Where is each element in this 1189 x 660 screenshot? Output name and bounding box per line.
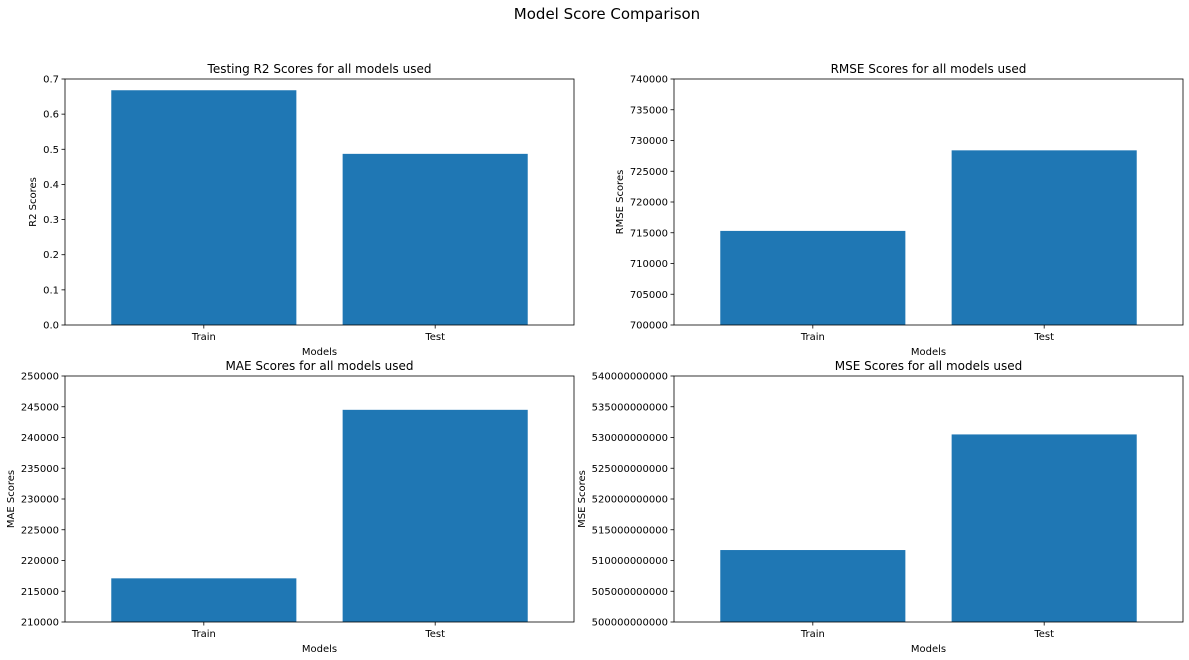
x-axis-title: Models xyxy=(302,644,337,655)
bar-test xyxy=(951,434,1137,622)
bar-train xyxy=(720,550,906,622)
y-tick-label: 215000 xyxy=(21,587,59,598)
x-tick-label: Test xyxy=(1033,332,1054,343)
y-tick-label: 510000000000 xyxy=(592,556,668,567)
y-tick-label: 240000 xyxy=(21,433,59,444)
y-tick-label: 715000 xyxy=(630,228,668,239)
y-tick-label: 530000000000 xyxy=(592,433,668,444)
y-tick-label: 0.7 xyxy=(43,75,59,86)
bar-train xyxy=(720,230,906,325)
y-tick-label: 250000 xyxy=(21,372,59,383)
bar-train xyxy=(111,578,297,622)
x-tick-label: Train xyxy=(800,332,825,343)
y-axis-title: MAE Scores xyxy=(6,470,17,528)
y-tick-label: 525000000000 xyxy=(592,464,668,475)
y-tick-label: 0.0 xyxy=(43,321,59,332)
y-tick-label: 220000 xyxy=(21,556,59,567)
y-tick-label: 230000 xyxy=(21,495,59,506)
panel-title: Testing R2 Scores for all models used xyxy=(207,62,432,76)
y-tick-label: 740000 xyxy=(630,75,668,86)
figure-title: Model Score Comparison xyxy=(513,5,701,23)
y-axis-title: RMSE Scores xyxy=(615,170,626,235)
x-tick-label: Train xyxy=(800,629,825,640)
chart-panel-2: 700000 705000 710000 715000 720000 725000 7300… xyxy=(615,62,1184,358)
y-tick-label: 500000000000 xyxy=(592,618,668,629)
y-tick-label: 720000 xyxy=(630,198,668,209)
bar-train xyxy=(111,90,297,325)
y-tick-label: 505000000000 xyxy=(592,587,668,598)
y-tick-label: 0.3 xyxy=(43,215,59,226)
x-axis-title: Models xyxy=(911,644,946,655)
x-axis-title: Models xyxy=(302,347,337,358)
chart-panel-1: 0.0 0.1 0.2 0.3 0.4 0.5 0.6 0.7 Train Test Testing… xyxy=(28,62,575,358)
y-tick-label: 245000 xyxy=(21,402,59,413)
y-tick-label: 515000000000 xyxy=(592,525,668,536)
bar-test xyxy=(951,150,1137,325)
x-axis-title: Models xyxy=(911,347,946,358)
y-tick-label: 535000000000 xyxy=(592,402,668,413)
y-tick-label: 0.4 xyxy=(43,180,59,191)
x-tick-label: Test xyxy=(1033,629,1054,640)
bar-test xyxy=(342,409,528,622)
panel-title: RMSE Scores for all models used xyxy=(831,62,1027,76)
y-tick-label: 700000 xyxy=(630,321,668,332)
y-tick-label: 210000 xyxy=(21,618,59,629)
y-tick-label: 710000 xyxy=(630,259,668,270)
y-tick-label: 735000 xyxy=(630,105,668,116)
x-tick-label: Train xyxy=(191,629,216,640)
y-tick-label: 725000 xyxy=(630,167,668,178)
y-axis-title: MSE Scores xyxy=(577,470,588,528)
y-tick-label: 730000 xyxy=(630,136,668,147)
y-tick-label: 705000 xyxy=(630,290,668,301)
axes-frame xyxy=(64,78,575,326)
panel-title: MSE Scores for all models used xyxy=(835,359,1022,373)
bar-test xyxy=(342,153,528,325)
y-tick-label: 0.2 xyxy=(43,250,59,261)
y-tick-label: 540000000000 xyxy=(592,372,668,383)
y-axis-title: R2 Scores xyxy=(28,177,39,227)
y-tick-label: 0.1 xyxy=(43,285,59,296)
x-tick-label: Test xyxy=(424,629,445,640)
x-tick-label: Test xyxy=(424,332,445,343)
y-tick-label: 225000 xyxy=(21,525,59,536)
y-tick-label: 0.5 xyxy=(43,145,59,156)
chart-panel-4: 500000000000 505000000000 510000000000 5150… xyxy=(577,359,1184,655)
y-tick-label: 235000 xyxy=(21,464,59,475)
y-tick-label: 0.6 xyxy=(43,110,59,121)
panel-title: MAE Scores for all models used xyxy=(225,359,413,373)
chart-panel-3: 210000 215000 220000 225000 230000 235000 2400… xyxy=(6,359,575,655)
x-tick-label: Train xyxy=(191,332,216,343)
y-tick-label: 520000000000 xyxy=(592,495,668,506)
